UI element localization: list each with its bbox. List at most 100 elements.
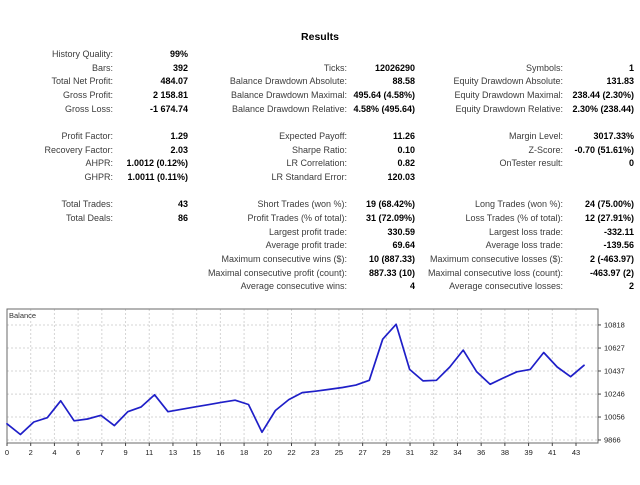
stat-value: 88.58 xyxy=(392,76,415,87)
stat-value: -332.11 xyxy=(603,226,634,237)
stat-label: Average consecutive wins: xyxy=(240,281,347,292)
stat-label xyxy=(415,171,563,185)
stat-value: 1.0011 (0.11%) xyxy=(127,171,188,182)
stat-value xyxy=(563,171,634,185)
stat-label: Balance Drawdown Relative: xyxy=(231,103,347,114)
stat-label xyxy=(188,185,347,199)
plot-border xyxy=(6,308,599,444)
stat-label: Equity Drawdown Absolute: xyxy=(453,76,563,87)
stat-label: Recovery Factor: xyxy=(44,144,113,155)
stat-label xyxy=(0,185,113,199)
stat-value: 0 xyxy=(628,158,634,169)
results-title: Results xyxy=(301,31,339,43)
stat-label: Maximal consecutive profit (count): xyxy=(207,267,347,278)
stat-value: 392 xyxy=(172,62,188,73)
y-axis-tick-label: 10818 xyxy=(604,320,625,329)
stat-value: 24 (75.00%) xyxy=(584,199,634,210)
chart-legend-balance: Balance xyxy=(9,311,36,320)
stat-label: Z-Score: xyxy=(528,144,563,155)
y-axis-tick-label: 9866 xyxy=(604,435,621,444)
stat-value: -0.70 (51.61%) xyxy=(574,144,634,155)
stat-value: 19 (68.42%) xyxy=(365,199,415,210)
stat-label: Equity Drawdown Relative: xyxy=(455,103,563,114)
y-axis-tick-label: 10246 xyxy=(604,390,625,399)
stat-value xyxy=(113,253,188,267)
balance-chart: 0 2 4 6 7 9 11 13 15 16 18 20 22 23 25 27 29 31 32 34 36 38 39… xyxy=(0,305,640,480)
stat-label: Largest loss trade: xyxy=(488,226,563,237)
stat-value xyxy=(113,226,188,240)
x-axis-tick-label: 20 xyxy=(264,448,272,457)
x-axis-tick-label: 41 xyxy=(548,448,556,457)
stat-value: 2.30% (238.44) xyxy=(572,103,634,114)
stat-label: Average profit trade: xyxy=(265,240,347,251)
stat-label xyxy=(0,267,113,281)
stat-value: 31 (72.09%) xyxy=(365,212,415,223)
x-axis-tick-label: 11 xyxy=(145,448,153,457)
stat-value: 238.44 (2.30%) xyxy=(572,89,634,100)
stat-label: Total Deals: xyxy=(65,212,113,223)
x-axis-tick-label: 43 xyxy=(572,448,580,457)
stat-value: -463.97 (2) xyxy=(589,267,634,278)
stat-value xyxy=(113,185,188,199)
stat-label: Total Trades: xyxy=(61,199,113,210)
stat-value: 2.03 xyxy=(170,144,188,155)
stat-value: 69.64 xyxy=(392,240,415,251)
stat-value: 10 (887.33) xyxy=(368,253,415,264)
stat-value: 86 xyxy=(177,212,188,223)
stat-value: 2 (-463.97) xyxy=(589,253,634,264)
stat-label xyxy=(188,116,347,130)
stat-label: Gross Loss: xyxy=(64,103,113,114)
stat-value: 887.33 (10) xyxy=(368,267,415,278)
x-axis-tick-label: 29 xyxy=(382,448,390,457)
stat-value xyxy=(113,239,188,253)
stat-value: 1.29 xyxy=(170,130,188,141)
stat-value xyxy=(347,185,415,199)
stat-label: Gross Profit: xyxy=(62,89,113,100)
stat-label: Bars: xyxy=(91,62,113,73)
stat-label: Ticks: xyxy=(323,62,347,73)
stat-value: 12026290 xyxy=(374,62,415,73)
stat-value xyxy=(113,116,188,130)
stat-label xyxy=(415,185,563,199)
stat-label xyxy=(0,280,113,294)
stats-table: History Quality: 99% Bars: 392 Ticks: 1202629… xyxy=(0,48,634,294)
x-axis-tick-label: 13 xyxy=(169,448,177,457)
balance-chart-svg: 0 2 4 6 7 9 11 13 15 16 18 20 22 23 25 27 29 31 32 34 36 38 39… xyxy=(5,308,625,457)
stat-value: 0.82 xyxy=(397,158,415,169)
stat-value xyxy=(563,185,634,199)
x-axis-tick-label: 31 xyxy=(406,448,414,457)
stat-value: 3017.33% xyxy=(593,130,634,141)
stat-value xyxy=(113,267,188,281)
stat-value xyxy=(563,48,634,62)
stat-value: 1.0012 (0.12%) xyxy=(126,158,188,169)
stat-value: 4.58% (495.64) xyxy=(353,103,415,114)
stat-label: Short Trades (won %): xyxy=(257,199,347,210)
x-axis-tick-label: 6 xyxy=(76,448,80,457)
x-axis-tick-label: 15 xyxy=(192,448,200,457)
x-axis-tick-label: 25 xyxy=(335,448,343,457)
stat-value: 484.07 xyxy=(160,76,188,87)
x-axis-tick-label: 34 xyxy=(453,448,461,457)
stat-value: 1 xyxy=(628,62,634,73)
balance-curve xyxy=(6,323,585,436)
stat-label: Maximum consecutive wins ($): xyxy=(221,253,347,264)
stat-value: 99% xyxy=(169,49,188,59)
x-axis-tick-label: 2 xyxy=(29,448,33,457)
x-axis-tick-label: 7 xyxy=(100,448,104,457)
stat-value: 495.64 (4.58%) xyxy=(353,89,415,100)
stat-label: History Quality: xyxy=(51,49,113,59)
stat-value: 0.10 xyxy=(397,144,415,155)
y-axis-tick-label: 10627 xyxy=(604,344,625,353)
stat-value: -139.56 xyxy=(603,240,634,251)
stat-label: LR Correlation: xyxy=(286,158,347,169)
stat-label xyxy=(415,116,563,130)
stat-label: Margin Level: xyxy=(508,130,563,141)
stat-value xyxy=(563,116,634,130)
stat-value: 4 xyxy=(409,281,415,292)
stat-label: OnTester result: xyxy=(499,158,563,169)
stat-label xyxy=(0,116,113,130)
stat-label: Expected Payoff: xyxy=(279,130,347,141)
x-axis-tick-label: 22 xyxy=(287,448,295,457)
stat-label xyxy=(0,253,113,267)
stat-label: Balance Drawdown Maximal: xyxy=(230,89,347,100)
